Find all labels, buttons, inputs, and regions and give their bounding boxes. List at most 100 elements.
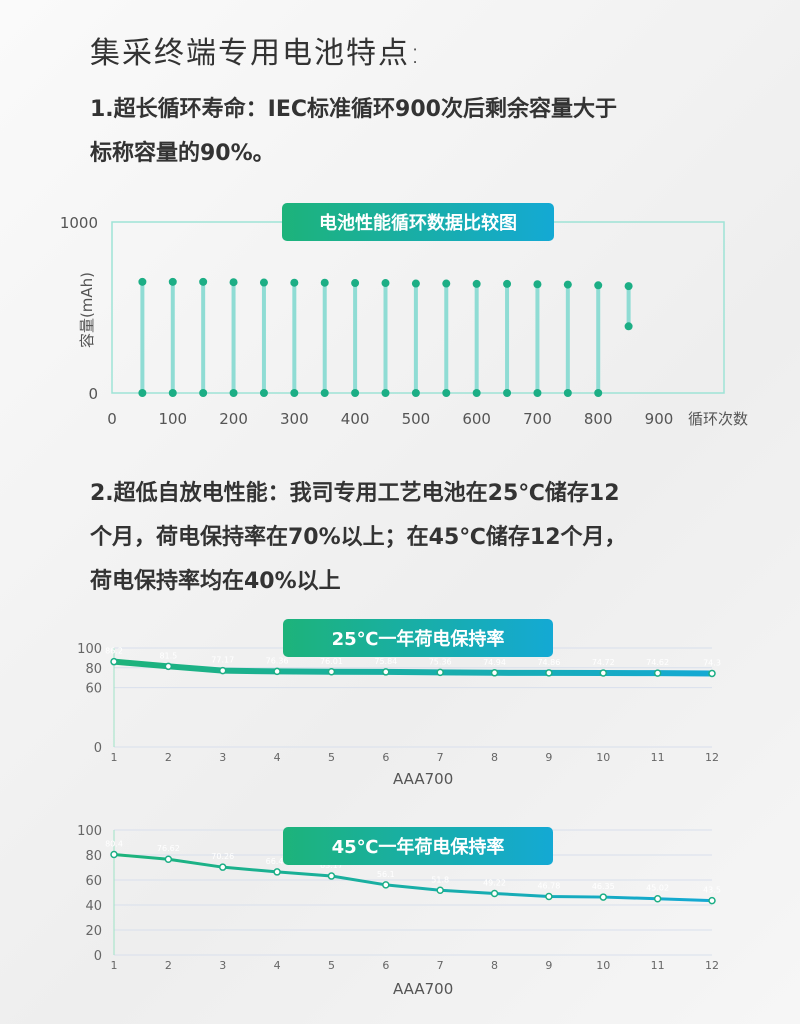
data-label: 74.94 (483, 658, 506, 667)
data-label: 76.36 (266, 656, 289, 665)
data-label: 43.5 (703, 886, 721, 895)
lollipop-bottom (138, 389, 147, 397)
data-point (382, 881, 390, 889)
lollipop-bottom (533, 389, 542, 397)
x-tick-label: 6 (382, 751, 389, 764)
x-tick-label: 5 (328, 751, 335, 764)
feature-1: 1.超长循环寿命：IEC标准循环900次后剩余容量大于 标称容量的90%。 (90, 88, 617, 176)
chart-title-badge (283, 619, 553, 657)
y-tick-label: 80 (85, 849, 102, 864)
lollipop-top (533, 280, 542, 289)
series-line (113, 658, 713, 677)
data-label: 86.2 (105, 647, 123, 656)
data-point (599, 893, 608, 901)
data-point (599, 669, 608, 677)
y-tick-label: 20 (85, 924, 102, 939)
x-tick-label: 4 (274, 751, 281, 764)
y-tick-label: 0 (88, 385, 98, 403)
data-point (110, 850, 118, 859)
data-point (164, 662, 173, 671)
data-label: 74.3 (703, 658, 721, 667)
lollipop-top (442, 279, 451, 288)
data-label: 75.36 (429, 657, 452, 666)
lollipop-top (199, 277, 208, 286)
lollipop-top (229, 278, 238, 287)
lollipop-bottom (472, 389, 481, 397)
data-label: 51.8 (431, 875, 449, 884)
chart-title-badge (282, 203, 554, 241)
data-point (327, 872, 336, 880)
data-point (273, 667, 281, 676)
y-tick-label: 80 (85, 662, 102, 677)
lollipop-top (472, 279, 481, 288)
data-label: 46.78 (537, 882, 560, 891)
y-tick-label: 60 (85, 874, 102, 889)
x-tick-label: 300 (280, 410, 309, 428)
data-point (273, 868, 281, 876)
x-tick-label: 600 (462, 410, 491, 428)
lollipop-bottom (624, 322, 633, 331)
data-point (653, 894, 662, 903)
lollipop-top (351, 279, 360, 288)
feature-2-line: 2.超低自放电性能：我司专用工艺电池在25℃储存12 (90, 481, 620, 506)
lollipop-bottom (381, 389, 390, 397)
lollipop-bottom (351, 389, 360, 397)
y-tick-label: 100 (77, 824, 102, 839)
x-tick-label: 1 (111, 751, 118, 764)
data-point (545, 892, 553, 901)
lollipop-top (138, 277, 147, 286)
lollipop-bottom (168, 389, 177, 397)
y-axis-label: 容量(mAh) (78, 272, 96, 348)
legend-label: AAA700 (393, 980, 453, 998)
data-label: 45.02 (646, 884, 669, 893)
feature-2-line: 荷电保持率均在40%以上 (90, 569, 341, 594)
lollipop-top (594, 281, 603, 290)
x-tick-label: 2 (165, 751, 172, 764)
data-point (490, 889, 499, 898)
data-point (708, 896, 716, 905)
chart-title-badge (283, 827, 553, 865)
x-tick-label: 7 (437, 959, 444, 972)
data-label: 46.35 (592, 882, 615, 891)
x-tick-label: 6 (382, 959, 389, 972)
data-point (490, 669, 499, 677)
lollipop-bottom (442, 389, 451, 397)
x-tick-label: 400 (341, 410, 370, 428)
x-tick-label: 500 (402, 410, 431, 428)
x-tick-label: 9 (545, 751, 552, 764)
x-tick-label: 11 (651, 959, 665, 972)
data-point (436, 886, 444, 894)
lollipop-top (563, 280, 572, 289)
lollipop-top (503, 279, 512, 288)
lollipop-top (320, 278, 329, 287)
data-point (110, 657, 118, 666)
data-point (545, 669, 553, 677)
chart-title: 45℃一年荷电保持率 (332, 836, 505, 858)
lollipop-bottom (594, 389, 603, 397)
x-tick-label: 12 (705, 751, 719, 764)
x-tick-label: 7 (437, 751, 444, 764)
lollipop-top (259, 278, 268, 287)
data-label: 77.17 (211, 656, 234, 665)
data-point (218, 666, 227, 675)
x-tick-label: 800 (584, 410, 613, 428)
page-title: 集采终端专用电池特点: (90, 36, 423, 71)
x-tick-label: 3 (219, 751, 226, 764)
lollipop-bottom (563, 389, 572, 397)
data-label: 76.62 (157, 844, 180, 853)
x-tick-label: 10 (596, 751, 610, 764)
x-tick-label: 11 (651, 751, 665, 764)
data-label: 74.62 (646, 658, 669, 667)
data-point (218, 863, 227, 871)
feature-2-line: 个月，荷电保持率在70%以上；在45℃储存12个月， (90, 525, 627, 550)
lollipop-bottom (320, 389, 329, 397)
data-point (327, 668, 336, 676)
lollipop-bottom (259, 389, 268, 397)
data-label: 74.72 (592, 658, 615, 667)
lollipop-bottom (411, 389, 420, 397)
x-tick-label: 8 (491, 959, 498, 972)
series-line (113, 853, 713, 903)
lollipop-bottom (229, 389, 238, 397)
data-label: 74.86 (537, 658, 560, 667)
data-label: 49.22 (483, 878, 506, 887)
